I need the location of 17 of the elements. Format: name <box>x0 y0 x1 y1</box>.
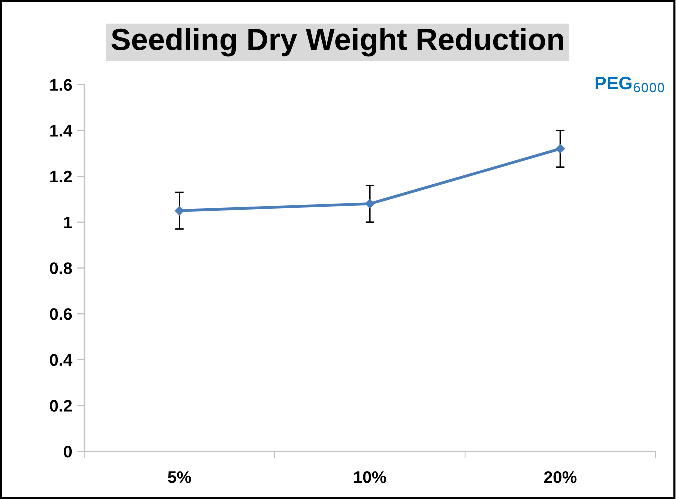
point <box>175 206 184 216</box>
point <box>365 199 375 209</box>
y-tick-label: 0.2 <box>50 400 72 412</box>
chart-title: Seedling Dry Weight Reduction <box>112 28 564 57</box>
x-tick-label: 10% <box>354 471 386 484</box>
x-tick-label: 5% <box>168 472 192 484</box>
point <box>556 144 566 154</box>
y-tick-label: 0 <box>64 446 72 458</box>
y-tick-label: 1.4 <box>50 125 73 137</box>
y-tick-label: 1.2 <box>50 170 72 183</box>
annotation: PEG$_{6000}$ <box>596 76 664 93</box>
y-tick-label: 1.6 <box>50 79 72 92</box>
y-tick-label: 0.8 <box>50 262 72 274</box>
y-tick-label: 0.6 <box>50 308 72 320</box>
y-tick-label: 1 <box>64 216 72 228</box>
x-tick-label: 20% <box>544 471 577 484</box>
y-tick-label: 0.4 <box>50 354 73 366</box>
